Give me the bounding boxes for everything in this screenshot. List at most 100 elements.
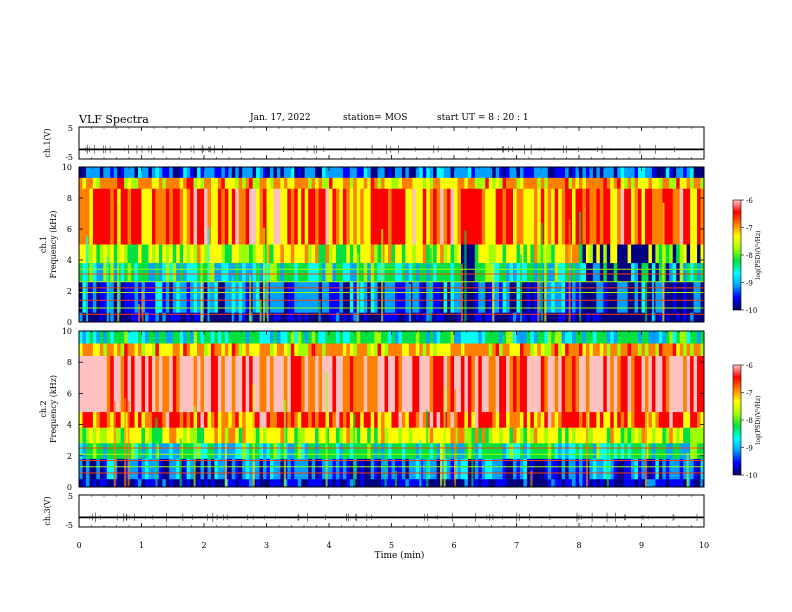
spectrogram-cell xyxy=(697,177,701,189)
spectrogram-cell xyxy=(224,244,229,264)
spectrogram-cell xyxy=(269,281,274,313)
spectrogram-cell xyxy=(266,443,271,460)
spectrogram-cell xyxy=(599,312,604,323)
spectrogram-cell xyxy=(620,263,625,282)
spectrogram-cell xyxy=(485,412,490,429)
spectrogram-cell xyxy=(585,188,590,245)
spectrogram-cell xyxy=(273,281,278,313)
spectrogram-cell xyxy=(332,244,337,264)
spectrogram-cell xyxy=(686,412,691,429)
spectrogram-cell xyxy=(144,412,149,429)
spectrogram-cell xyxy=(197,263,201,282)
spectrogram-cell xyxy=(96,331,101,344)
x-tick-label: 4 xyxy=(326,541,331,550)
spectrogram-cell xyxy=(79,355,83,413)
spectrogram-cell xyxy=(297,244,302,264)
spectrogram-cell xyxy=(242,244,246,264)
spectrogram-cell xyxy=(266,355,271,413)
spectrogram-cell xyxy=(384,427,389,444)
spectrogram-cell xyxy=(367,177,371,189)
spectrogram-cell xyxy=(294,412,299,429)
spectrogram-cell xyxy=(235,167,240,179)
spectrogram-cell xyxy=(405,443,410,460)
spectrogram-cell xyxy=(120,479,125,488)
spectrogram-cell xyxy=(297,479,302,488)
spectrogram-cell xyxy=(450,188,455,245)
spectrogram-cell xyxy=(238,479,243,488)
spectrogram-cell xyxy=(547,177,552,189)
spectrogram-cell xyxy=(464,427,469,444)
spectrogram-cell xyxy=(533,479,538,488)
spectrogram-cell xyxy=(134,458,139,480)
spectrogram-cell xyxy=(683,177,687,189)
spectrogram-cell xyxy=(519,443,524,460)
spectrogram-cell xyxy=(464,355,469,413)
spectrogram-cell xyxy=(138,263,142,282)
spectrogram-cell xyxy=(502,167,507,179)
spectrogram-cell xyxy=(502,427,507,444)
spectrogram-cell xyxy=(228,188,233,245)
spectrogram-cell xyxy=(89,427,94,444)
spectrogram-cell xyxy=(624,427,628,444)
spectrogram-cell xyxy=(353,331,358,344)
spectrogram-cell xyxy=(263,479,267,488)
spectrogram-cell xyxy=(499,443,503,460)
spectrogram-cell xyxy=(165,355,170,413)
spectrogram-cell xyxy=(579,443,583,460)
spectrogram-cell xyxy=(384,412,389,429)
spectrogram-cell xyxy=(443,188,448,245)
spectrogram-cell xyxy=(210,355,215,413)
spectrogram-cell xyxy=(381,343,385,357)
spectrogram-cell xyxy=(82,331,87,344)
chart-title: VLF Spectra xyxy=(79,113,149,126)
spectrogram-cell xyxy=(290,412,295,429)
spectrogram-cell xyxy=(634,412,639,429)
spectrogram-cell xyxy=(388,188,392,245)
spectrogram-cell xyxy=(144,355,149,413)
spectrogram-cell xyxy=(471,343,476,357)
spectrogram-cell xyxy=(214,312,219,323)
spectrogram-cell xyxy=(443,177,448,189)
spectrogram-cell xyxy=(165,263,170,282)
spectrogram-cell xyxy=(415,427,420,444)
spectrogram-cell xyxy=(443,281,448,313)
spectrogram-cell xyxy=(530,427,535,444)
spectrogram-cell xyxy=(297,355,302,413)
spectrogram-cell xyxy=(172,479,177,488)
spectrogram-cell xyxy=(363,167,368,179)
spectrogram-cell xyxy=(613,479,618,488)
spectrogram-cell xyxy=(426,263,430,282)
spectrogram-cell xyxy=(183,331,187,344)
spectrogram-cell xyxy=(186,355,191,413)
colorbar-gradient xyxy=(732,364,742,476)
spectrogram-cell xyxy=(377,427,382,444)
spectrogram-cell xyxy=(315,458,319,480)
spectrogram-cell xyxy=(297,427,302,444)
colorbar-tick-label: -10 xyxy=(746,307,757,315)
spectrogram-cell xyxy=(627,443,632,460)
spectrogram-cell xyxy=(374,443,378,460)
spectrogram-cell xyxy=(617,427,621,444)
spectrogram-cell xyxy=(214,443,219,460)
spectrogram-cell xyxy=(224,412,229,429)
spectrogram-cell xyxy=(450,427,455,444)
spectrogram-cell xyxy=(193,188,198,245)
spectrogram-cell xyxy=(440,331,444,344)
spectrogram-cell xyxy=(426,281,430,313)
spectrogram-cell xyxy=(103,412,108,429)
spectrogram-cell xyxy=(141,188,146,245)
spectrogram-cell xyxy=(79,312,83,323)
spectrogram-cell xyxy=(335,479,340,488)
spectrogram-cell xyxy=(349,188,354,245)
spectrogram-cell xyxy=(308,188,312,245)
spectrogram-cell xyxy=(82,412,87,429)
spectrogram-cell xyxy=(658,188,663,245)
spectrogram-cell xyxy=(624,263,628,282)
spectrogram-cell xyxy=(214,479,219,488)
spectrogram-cell xyxy=(561,177,566,189)
spectrogram-cell xyxy=(329,458,333,480)
spectrogram-cell xyxy=(360,188,365,245)
spectrogram-cell xyxy=(565,331,569,344)
spectrogram-cell xyxy=(540,443,545,460)
spectrogram-cell xyxy=(308,479,312,488)
